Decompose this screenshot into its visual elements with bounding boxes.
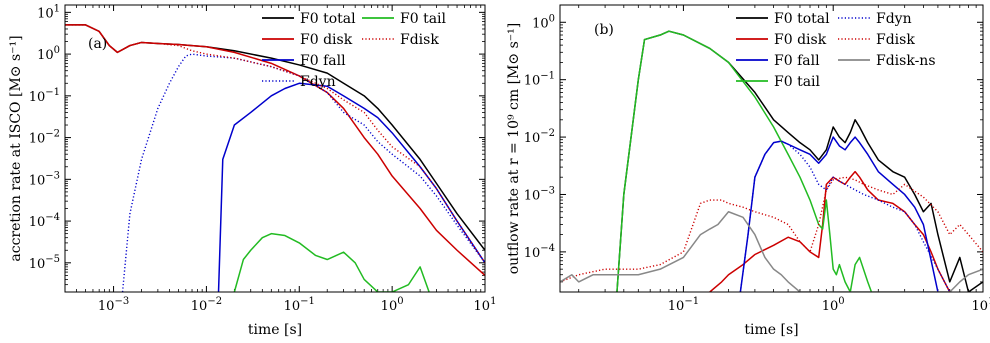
x-tick-label: 100 [822, 296, 845, 314]
legend: F0 total F0 disk F0 fall F0 tail Fdyn Fdisk Fd… [736, 11, 936, 90]
y-axis-ticks: 10−4 10−3 10−2 10−1 100 [524, 13, 983, 261]
legend-label-f0-tail: F0 tail [774, 74, 821, 90]
legend-label-f0-disk: F0 disk [300, 32, 353, 48]
panel-b-outflow-rate: 10−1 100 101 10−4 10−3 10−2 10−1 100 time [s] out… [506, 4, 990, 338]
y-tick-label: 10−3 [29, 170, 60, 188]
y-tick-label: 10−2 [524, 128, 555, 146]
x-axis-ticks: 10−1 100 101 [668, 5, 990, 314]
series-line-f0-total [616, 30, 983, 292]
plot-frame [559, 4, 984, 293]
x-axis-label: time [s] [248, 322, 302, 338]
series-line-fdisk-ns [560, 211, 983, 292]
legend: F0 total F0 disk F0 fall Fdyn F0 tail Fdisk [262, 11, 447, 90]
legend-label-f0-total: F0 total [300, 11, 356, 27]
minor-ticks [64, 5, 485, 293]
y-tick-label: 10−2 [29, 129, 60, 147]
series-line-f0-disk [709, 170, 951, 292]
legend-label-f0-tail: F0 tail [400, 11, 447, 27]
series-line-fdyn [739, 140, 951, 292]
x-tick-label: 101 [972, 296, 990, 314]
legend-label-fdyn: Fdyn [876, 11, 912, 27]
legend-label-fdisk-ns: Fdisk-ns [876, 53, 936, 69]
x-tick-label: 10−1 [668, 296, 699, 314]
panel-label: (b) [594, 22, 614, 38]
legend-label-f0-total: F0 total [774, 11, 830, 27]
y-tick-label: 10−4 [29, 212, 60, 230]
y-tick-label: 10−1 [29, 87, 60, 105]
y-tick-label: 10−1 [524, 71, 555, 89]
y-axis-label: accretion rate at ISCO [M⊙ s⁻¹] [8, 35, 24, 261]
plot-frame [64, 4, 486, 293]
series-line-f0-disk [65, 24, 485, 276]
panel-label: (a) [88, 36, 107, 52]
series-line-f0-tail [616, 30, 873, 292]
legend-label-fdisk: Fdisk [400, 32, 439, 48]
series-line-f0-total [65, 24, 485, 251]
x-tick-label: 101 [474, 296, 497, 314]
y-tick-label: 10−5 [29, 254, 60, 272]
series-line-fdisk [65, 24, 485, 264]
series-line-f0-tail [233, 232, 430, 292]
y-tick-label: 10−3 [524, 185, 555, 203]
y-axis-ticks: 10−5 10−4 10−3 10−2 10−1 100 101 [29, 3, 485, 272]
legend-label-f0-disk: F0 disk [774, 32, 827, 48]
series-line-fdyn [121, 53, 485, 292]
y-tick-label: 100 [37, 45, 60, 63]
y-tick-label: 100 [532, 13, 555, 31]
series-lines [560, 30, 983, 292]
series-lines [65, 24, 485, 292]
x-tick-label: 10−1 [284, 296, 315, 314]
legend-label-fdyn: Fdyn [300, 74, 336, 90]
y-tick-label: 101 [37, 3, 60, 21]
minor-ticks [560, 4, 983, 293]
legend-label-fdisk: Fdisk [876, 32, 915, 48]
x-axis-ticks: 10−3 10−2 10−1 100 101 [98, 5, 497, 314]
x-tick-label: 10−3 [98, 296, 129, 314]
x-tick-label: 10−2 [191, 296, 222, 314]
x-tick-label: 100 [381, 296, 404, 314]
panel-a-accretion-rate: 10−3 10−2 10−1 100 10110−510−410−310−210−110… [8, 3, 496, 338]
legend-label-f0-fall: F0 fall [774, 53, 820, 69]
series-line-f0-fall [739, 136, 939, 292]
x-axis-label: time [s] [744, 322, 798, 338]
legend-label-f0-fall: F0 fall [300, 53, 346, 69]
y-axis-label: outflow rate at r = 10⁹ cm [M⊙ s⁻¹] [506, 23, 522, 275]
y-tick-label: 10−4 [524, 243, 555, 261]
